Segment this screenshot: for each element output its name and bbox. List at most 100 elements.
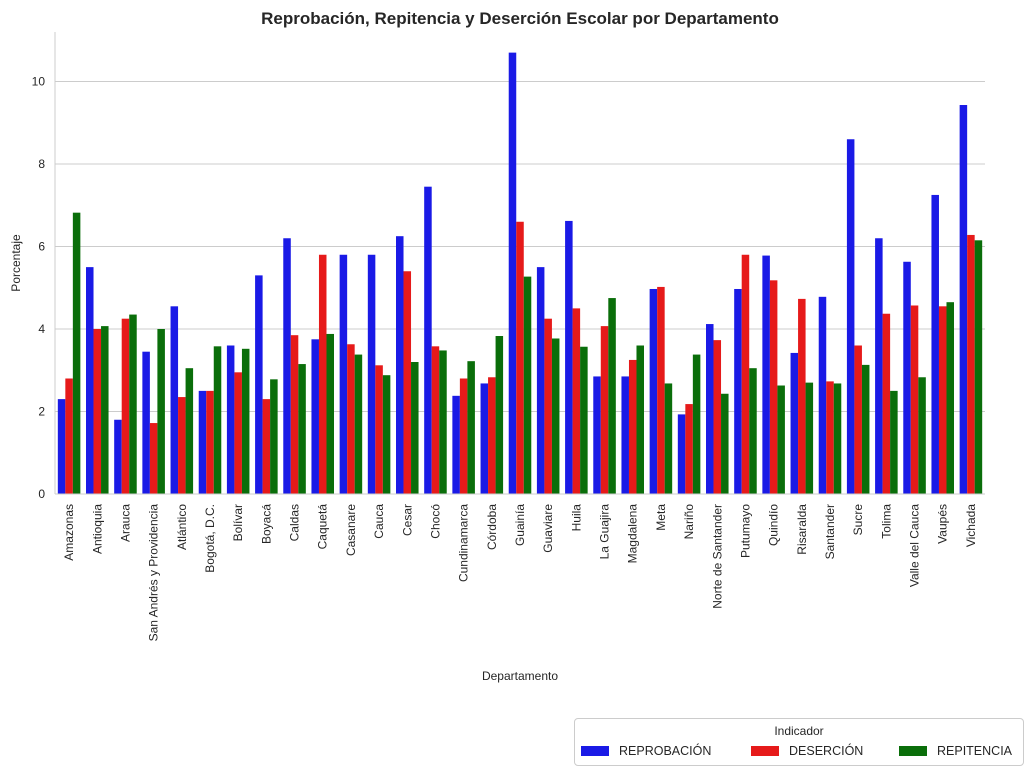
x-tick-label: Casanare [344, 504, 358, 556]
x-tick-label: Magdalena [626, 504, 640, 564]
bar [326, 333, 334, 494]
bar [777, 385, 785, 494]
bar [157, 329, 165, 494]
bar [262, 399, 271, 494]
bar [769, 280, 778, 494]
x-tick-label: Cesar [400, 504, 414, 536]
x-tick-label: Meta [654, 504, 668, 531]
x-tick-label: La Guajira [598, 504, 612, 560]
bar [467, 361, 475, 494]
legend-title: Indicador [774, 724, 824, 738]
bar [431, 346, 440, 494]
legend-label-repitencia: REPITENCIA [937, 744, 1013, 758]
bar [375, 365, 383, 494]
x-tick-label: Putumayo [738, 504, 752, 558]
bar [213, 346, 222, 494]
bar [495, 336, 504, 494]
bar [318, 254, 327, 494]
bars [57, 52, 983, 495]
bar [283, 238, 291, 494]
x-tick-label: Bolívar [231, 504, 245, 541]
bar [255, 275, 263, 494]
bar [234, 372, 242, 494]
x-tick-labels: Amazonas Antioquia Arauca San Andrés y Prov… [62, 504, 978, 642]
bar [910, 305, 919, 494]
bar [967, 234, 975, 494]
bar [452, 395, 460, 494]
bar [890, 390, 898, 494]
x-tick-label: Caquetá [316, 504, 330, 550]
bar [846, 139, 855, 494]
bar [149, 423, 158, 494]
bar [57, 399, 66, 494]
bar [628, 359, 637, 494]
legend-item-reprobacion: REPROBACIÓN [581, 744, 711, 758]
x-tick-label: Tolima [879, 504, 893, 539]
bar [875, 238, 883, 494]
bar [903, 261, 911, 494]
bar [861, 364, 870, 494]
bar [121, 318, 130, 494]
bar [565, 220, 573, 495]
bar [72, 212, 81, 495]
bar [931, 194, 939, 494]
y-axis-label: Porcentaje [9, 234, 23, 292]
bar [608, 298, 616, 494]
bar [270, 379, 278, 494]
bar [649, 288, 658, 494]
bar [959, 105, 968, 494]
x-tick-label: Norte de Santander [710, 504, 724, 609]
bar [798, 298, 806, 494]
y-tick-label: 6 [38, 240, 45, 254]
bar [600, 326, 609, 494]
x-tick-label: Atlántico [175, 504, 189, 550]
y-tick-label: 2 [38, 405, 45, 419]
bar [974, 240, 983, 494]
x-tick-label: Guaviare [541, 504, 555, 553]
x-tick-label: Vaupés [936, 504, 950, 544]
legend-swatch-repitencia [899, 746, 927, 756]
x-tick-label: Amazonas [62, 504, 76, 561]
bar [621, 376, 629, 494]
bar [826, 381, 834, 494]
bar [918, 377, 926, 494]
x-tick-label: Risaralda [795, 504, 809, 555]
axes [54, 32, 985, 495]
bar [65, 378, 73, 494]
bar [290, 335, 299, 494]
bar [178, 397, 186, 494]
bar [833, 383, 842, 494]
bar [480, 383, 489, 494]
bar [459, 378, 468, 494]
x-tick-label: Córdoba [485, 504, 499, 550]
legend-label-desercion: DESERCIÓN [789, 744, 864, 758]
bar [580, 346, 588, 494]
x-tick-label: Quindío [767, 504, 781, 546]
x-tick-label: Guainía [513, 504, 527, 546]
legend: Indicador REPROBACIÓN DESERCIÓN REPITENC… [574, 718, 1024, 766]
chart-title: Reprobación, Repitencia y Deserción Esco… [261, 9, 779, 28]
legend-swatch-reprobacion [581, 746, 609, 756]
bar [142, 351, 150, 494]
bar [818, 296, 827, 494]
x-tick-label: Arauca [118, 504, 132, 542]
bar [439, 350, 447, 494]
bar [762, 255, 770, 494]
bar [713, 340, 722, 494]
bar [692, 354, 701, 494]
x-tick-label: Chocó [428, 504, 442, 539]
bar [593, 376, 601, 494]
x-tick-label: Vichada [964, 504, 978, 547]
x-tick-label: Valle del Cauca [908, 504, 922, 587]
bar [536, 267, 545, 494]
bar [551, 338, 560, 494]
bar [367, 254, 376, 494]
x-tick-label: Antioquia [90, 504, 104, 554]
bar [805, 382, 814, 494]
bar [677, 414, 686, 494]
y-tick-labels: 0 2 4 6 8 10 [32, 75, 46, 502]
y-tick-label: 4 [38, 322, 45, 336]
bar [854, 345, 862, 494]
x-axis-label: Departamento [482, 669, 558, 683]
